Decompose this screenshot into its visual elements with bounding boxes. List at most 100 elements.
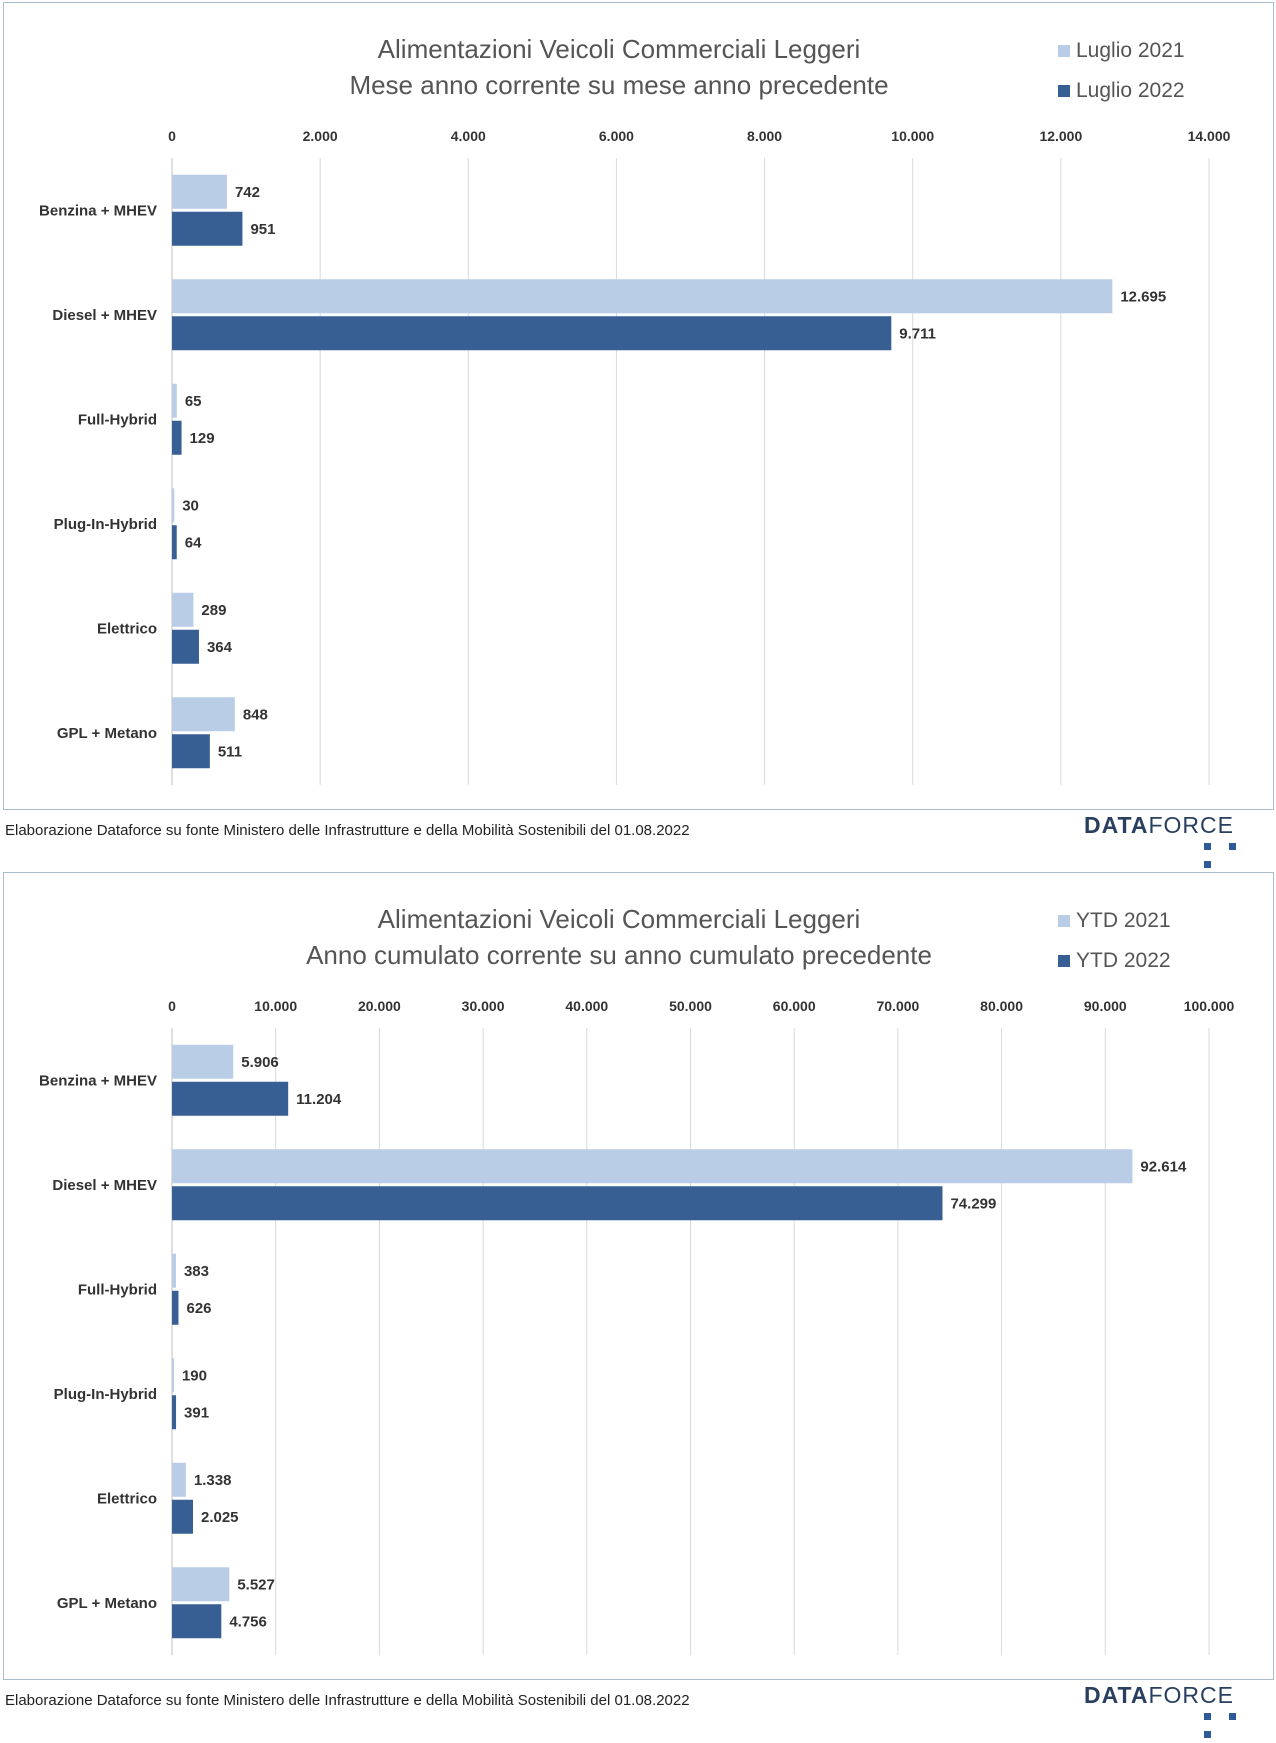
data-label: 9.711 [899,325,936,342]
bar-curr [172,734,210,769]
chart-panel-ytd: Alimentazioni Veicoli Commerciali Legger… [3,872,1274,1680]
x-tick-label: 70.000 [876,998,919,1014]
legend-item-luglio-2021: Luglio 2021 [1058,31,1185,71]
chart-title-line: Alimentazioni Veicoli Commerciali Legger… [377,904,861,934]
dataforce-logo: DATAFORCE [1084,812,1274,868]
legend-swatch-curr [1058,955,1070,967]
category-label: Benzina + MHEV [39,1072,157,1089]
source-note: Elaborazione Dataforce su fonte Minister… [5,822,690,839]
data-label: 129 [190,430,215,447]
legend-label: Luglio 2022 [1076,79,1185,102]
data-label: 289 [201,602,226,619]
category-label: Plug-In-Hybrid [54,516,157,533]
x-tick-label: 80.000 [980,998,1023,1014]
bar-curr [172,420,182,455]
data-label: 74.299 [950,1195,996,1212]
category-label: Full-Hybrid [78,411,157,428]
x-tick-label: 14.000 [1188,128,1231,144]
legend-label: Luglio 2021 [1076,39,1185,62]
legend-label: YTD 2022 [1076,949,1171,972]
chart-panel-monthly: Alimentazioni Veicoli Commerciali Legger… [3,2,1274,810]
data-label: 64 [185,534,202,551]
bar-prev [172,383,177,418]
source-note: Elaborazione Dataforce su fonte Minister… [5,1692,690,1709]
data-label: 4.756 [229,1613,267,1630]
x-tick-label: 50.000 [669,998,712,1014]
chart-subtitle-line: Mese anno corrente su mese anno preceden… [349,70,889,100]
bar-prev [172,1149,1133,1184]
chart-title: Alimentazioni Veicoli Commerciali Legger… [154,31,1084,103]
data-label: 742 [235,184,260,201]
category-label: Elettrico [97,1490,157,1507]
category-label: Benzina + MHEV [39,202,157,219]
x-tick-label: 100.000 [1184,998,1235,1014]
data-label: 848 [243,706,268,723]
bar-prev [172,1253,176,1288]
x-tick-label: 4.000 [451,128,486,144]
bar-prev [172,592,194,627]
x-tick-label: 6.000 [599,128,634,144]
bar-prev [172,1462,186,1497]
dataforce-logo: DATAFORCE [1084,1682,1274,1738]
legend-swatch-curr [1058,85,1070,97]
legend-item-ytd-2022: YTD 2022 [1058,941,1171,981]
bar-prev [172,174,227,209]
x-tick-label: 8.000 [747,128,782,144]
legend-item-ytd-2021: YTD 2021 [1058,901,1171,941]
bar-curr [172,1081,289,1116]
category-label: Diesel + MHEV [52,307,157,324]
bar-curr [172,1186,943,1221]
bar-curr [172,1395,177,1430]
bar-curr [172,1290,179,1325]
bar-chart-monthly: 0 2.000 4.000 6.000 8.000 10.000 12.000 14.000 B… [39,128,1231,785]
category-label: Diesel + MHEV [52,1177,157,1194]
data-label: 364 [207,639,233,656]
legend-swatch-prev [1058,45,1070,57]
bar-curr [172,316,892,351]
x-tick-label: 60.000 [773,998,816,1014]
category-label: GPL + Metano [57,725,157,742]
x-tick-label: 0 [168,128,176,144]
bar-curr [172,1499,193,1534]
bar-curr [172,1604,222,1639]
chart-subtitle-line: Anno cumulato corrente su anno cumulato … [306,940,932,970]
data-label: 65 [185,393,202,410]
bar-curr [172,629,199,664]
category-label: Elettrico [97,620,157,637]
x-tick-label: 20.000 [358,998,401,1014]
bar-prev [172,279,1113,314]
x-tick-label: 30.000 [462,998,505,1014]
data-label: 951 [250,221,275,238]
category-label: Full-Hybrid [78,1281,157,1298]
data-label: 1.338 [194,1472,232,1489]
data-label: 5.527 [237,1576,275,1593]
data-label: 391 [184,1404,209,1421]
chart-legend: YTD 2021 YTD 2022 [1058,901,1171,981]
legend-label: YTD 2021 [1076,909,1171,932]
data-label: 626 [186,1300,211,1317]
bar-prev [172,1567,230,1602]
x-tick-label: 40.000 [565,998,608,1014]
x-tick-label: 10.000 [254,998,297,1014]
x-tick-label: 90.000 [1084,998,1127,1014]
legend-item-luglio-2022: Luglio 2022 [1058,71,1185,111]
data-label: 12.695 [1120,288,1166,305]
bar-prev [172,1044,234,1079]
chart-legend: Luglio 2021 Luglio 2022 [1058,31,1185,111]
x-tick-label: 10.000 [891,128,934,144]
chart-title-line: Alimentazioni Veicoli Commerciali Legger… [377,34,861,64]
chart-title: Alimentazioni Veicoli Commerciali Legger… [154,901,1084,973]
legend-swatch-prev [1058,915,1070,927]
data-label: 5.906 [241,1054,279,1071]
data-label: 190 [182,1367,207,1384]
data-label: 2.025 [201,1509,239,1526]
bar-prev [172,1358,174,1393]
data-label: 11.204 [296,1091,342,1108]
bar-prev [172,697,235,732]
bar-chart-ytd: 0 10.000 20.000 30.000 40.000 50.000 60.000 70.… [39,998,1235,1655]
bar-curr [172,211,243,246]
category-label: GPL + Metano [57,1595,157,1612]
category-label: Plug-In-Hybrid [54,1386,157,1403]
data-label: 92.614 [1140,1158,1187,1175]
data-label: 30 [182,497,199,514]
